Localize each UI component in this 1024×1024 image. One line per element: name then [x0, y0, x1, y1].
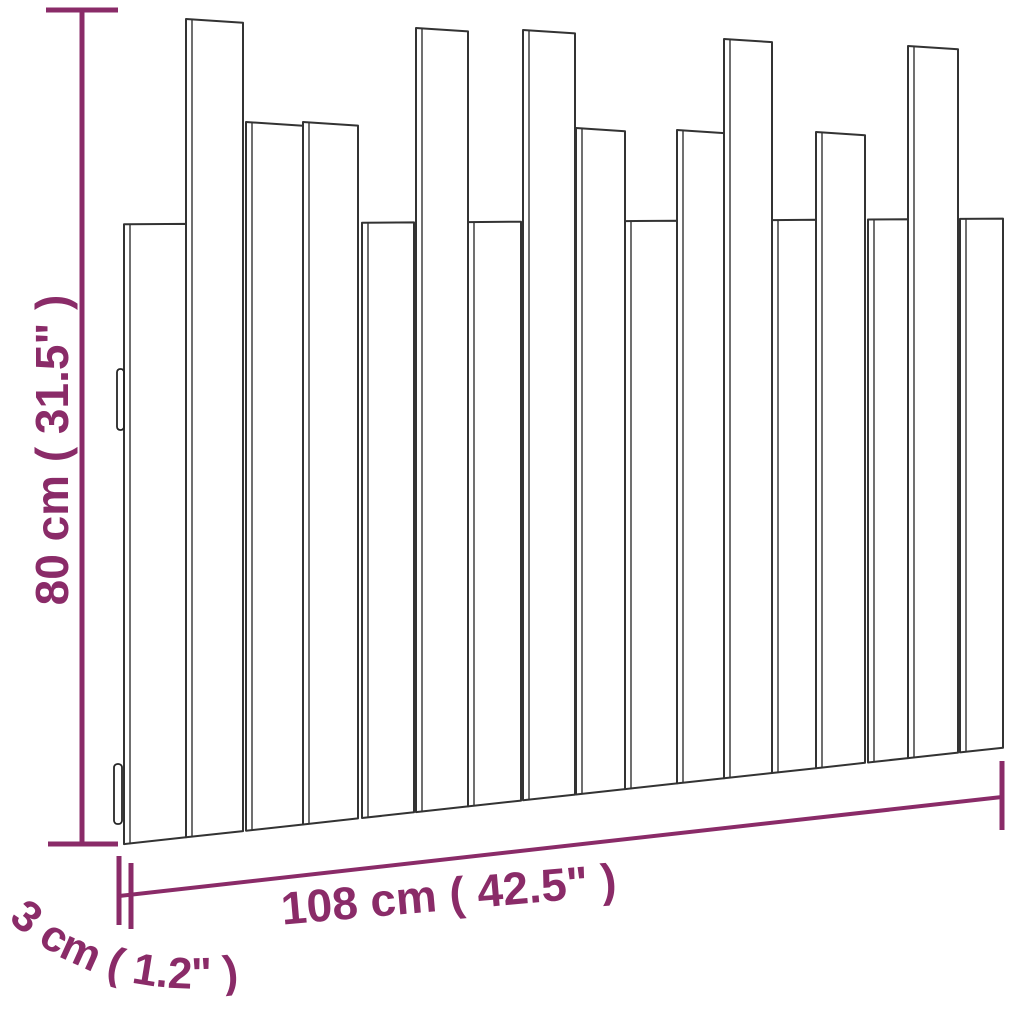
svg-text:80 cm ( 31.5" ): 80 cm ( 31.5" ) [26, 295, 78, 606]
